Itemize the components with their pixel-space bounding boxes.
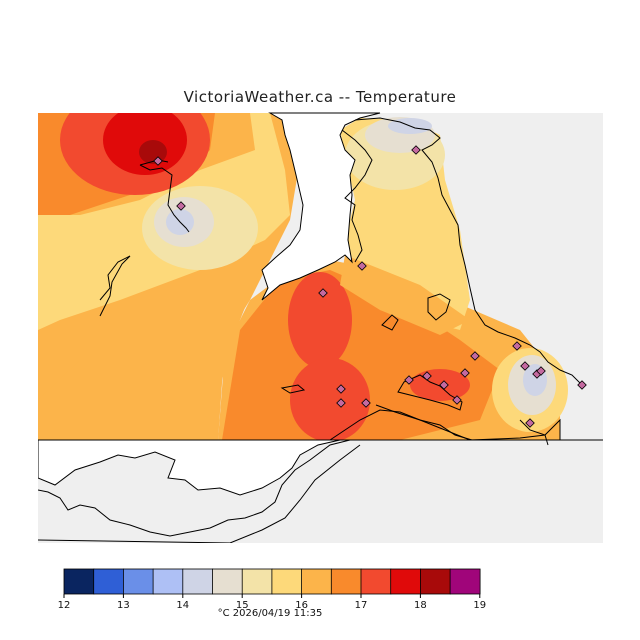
station-marker[interactable] [520,361,530,371]
legend-swatch [123,568,154,595]
legend-swatch [330,568,362,595]
legend-swatch [301,568,333,595]
station-marker[interactable] [536,366,546,376]
station-marker[interactable] [361,398,371,408]
legend-swatch [271,568,303,595]
station-marker[interactable] [470,351,480,361]
legend-swatch [63,568,95,595]
legend-swatch [360,568,392,595]
station-marker[interactable] [512,341,522,351]
station-marker[interactable] [404,375,414,385]
station-marker[interactable] [336,398,346,408]
legend-tick-label: 12 [58,600,71,611]
footer-timestamp: °C 2026/04/19 11:35 [217,608,323,619]
station-marker[interactable] [452,395,462,405]
station-marker[interactable] [318,288,328,298]
legend-tick-label: 14 [176,600,189,611]
legend-swatch [152,568,184,595]
station-marker[interactable] [439,380,449,390]
station-marker[interactable] [525,418,535,428]
legend-tick-label: 15 [236,600,249,611]
station-marker[interactable] [176,201,186,211]
legend-tick-label: 19 [473,600,486,611]
legend-swatch [419,568,451,595]
legend-swatch [212,568,243,595]
water [38,112,603,441]
map-title: VictoriaWeather.ca -- Temperature [183,88,457,106]
legend-swatch [182,568,214,595]
south-temperature-field [218,260,568,442]
legend-swatch [241,568,273,595]
station-marker[interactable] [460,368,470,378]
legend-tick-label: 18 [414,600,427,611]
station-marker[interactable] [153,156,163,166]
station-marker[interactable] [577,380,587,390]
west-temperature-field [38,113,300,440]
station-marker[interactable] [357,261,367,271]
legend-swatch [93,568,125,595]
legend-swatch [449,568,481,595]
coastlines [99,117,583,446]
station-marker[interactable] [336,384,346,394]
station-marker[interactable] [422,371,432,381]
legend-tick-label: 17 [355,600,368,611]
weather-stations [153,145,587,428]
legend-tick-label: 16 [295,600,308,611]
legend-swatch [390,568,422,595]
southern-land [38,439,341,496]
station-marker[interactable] [411,145,421,155]
legend-tick-label: 13 [117,600,130,611]
east-temperature-field [340,117,470,335]
